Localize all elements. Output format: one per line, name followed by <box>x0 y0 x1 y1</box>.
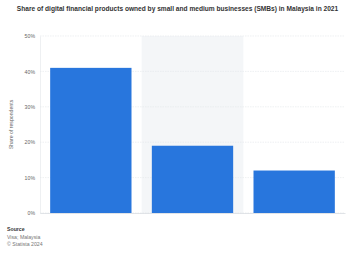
y-axis-line <box>40 37 41 214</box>
title-line: Share of digital financial products owne… <box>17 5 339 13</box>
y-tick-label: 0% <box>28 210 36 216</box>
y-tick-label: 10% <box>25 175 36 181</box>
x-axis-line <box>41 213 346 214</box>
chart: Share of digital financial products owne… <box>0 0 355 253</box>
y-tick-label: 40% <box>25 69 36 75</box>
y-tick-label: 50% <box>25 33 36 39</box>
annotation: © Statista 2024 <box>7 241 43 247</box>
y-tick: 40% <box>25 69 40 75</box>
grid-line <box>40 36 345 37</box>
band-background <box>142 36 244 213</box>
y-axis: 0% 10% 20% 30% 40% 50% <box>25 33 41 216</box>
annotation: Source <box>7 226 25 232</box>
title: Share of digital financial products owne… <box>17 5 339 13</box>
y-tick-label: 20% <box>25 139 36 145</box>
y-tick: 50% <box>25 33 40 39</box>
annotation: Visa; Malaysia <box>7 234 40 240</box>
x-axis <box>41 213 346 215</box>
y-axis-title: Share of respondents <box>8 99 14 149</box>
y-tick-label: 30% <box>25 104 36 110</box>
y-tick: 30% <box>25 104 40 110</box>
plot: 0% 10% 20% 30% 40% 50% <box>25 33 346 216</box>
bar <box>152 146 233 213</box>
y-tick: 10% <box>25 175 40 181</box>
bar <box>50 68 131 213</box>
bars <box>50 68 335 213</box>
bar <box>254 171 335 213</box>
y-tick: 0% <box>28 210 41 216</box>
y-tick: 20% <box>25 139 40 145</box>
